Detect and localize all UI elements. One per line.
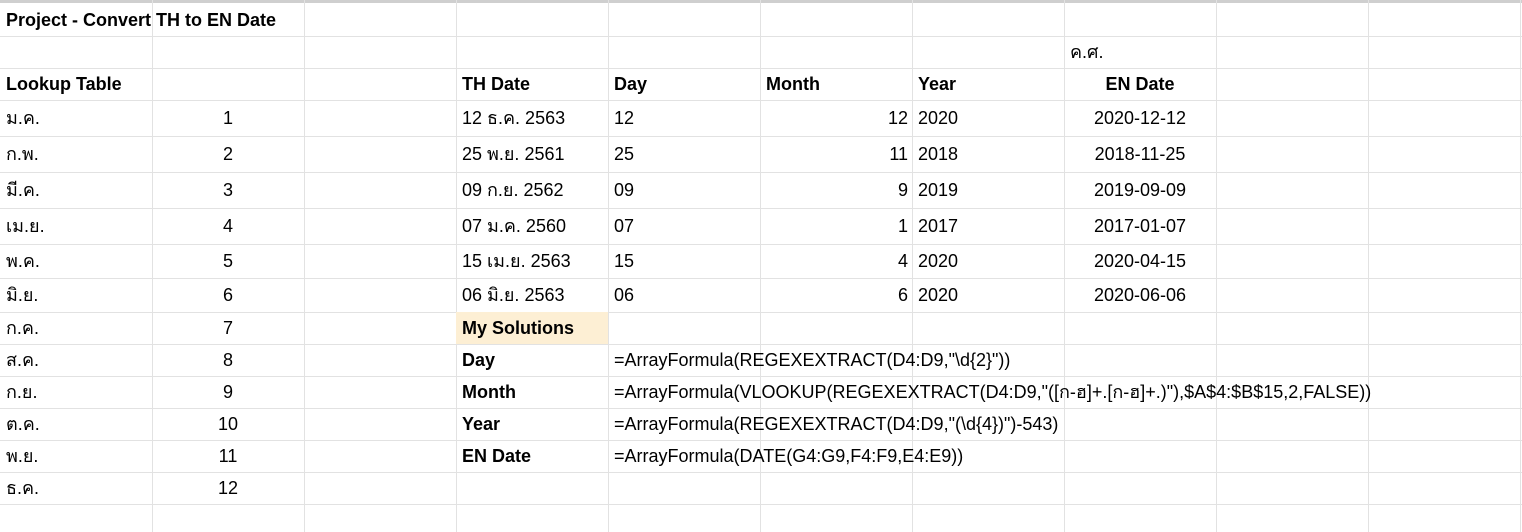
lookup-abbr[interactable]: ก.พ. (6, 144, 39, 164)
lookup-abbr[interactable]: มิ.ย. (6, 285, 39, 305)
solution-label[interactable]: Month (462, 382, 516, 402)
year-cell[interactable]: 2018 (918, 144, 959, 164)
lookup-abbr[interactable]: ธ.ค. (6, 478, 40, 498)
month-cell[interactable]: 6 (897, 285, 908, 305)
day-cell[interactable]: 09 (614, 180, 635, 200)
lookup-num[interactable]: 6 (222, 285, 233, 305)
grid-row-line (0, 36, 1522, 37)
solution-label[interactable]: Day (462, 350, 496, 370)
grid-row-line (0, 504, 1522, 505)
lookup-num[interactable]: 5 (222, 251, 233, 271)
day-cell[interactable]: 07 (614, 216, 635, 236)
grid-column-line (912, 0, 913, 532)
month-cell[interactable]: 9 (897, 180, 908, 200)
lookup-abbr[interactable]: ม.ค. (6, 108, 40, 128)
th-date-cell[interactable]: 12 ธ.ค. 2563 (462, 108, 566, 128)
lookup-num[interactable]: 10 (217, 414, 239, 434)
lookup-abbr[interactable]: มี.ค. (6, 180, 40, 200)
solution-formula[interactable]: =ArrayFormula(REGEXEXTRACT(D4:D9,"\d{2}"… (614, 350, 1011, 370)
header-day[interactable]: Day (614, 74, 648, 94)
grid-column-line (760, 0, 761, 532)
day-cell[interactable]: 25 (614, 144, 635, 164)
grid-row-line (0, 208, 1522, 209)
grid-column-line (304, 0, 305, 532)
lookup-abbr[interactable]: ต.ค. (6, 414, 40, 434)
month-cell[interactable]: 12 (887, 108, 908, 128)
solution-label[interactable]: Year (462, 414, 501, 434)
header-lookup-table[interactable]: Lookup Table (6, 74, 122, 94)
lookup-abbr[interactable]: ส.ค. (6, 350, 40, 370)
lookup-abbr[interactable]: พ.ย. (6, 446, 39, 466)
grid-row-line (0, 136, 1522, 137)
grid-row-line (0, 278, 1522, 279)
th-date-cell[interactable]: 15 เม.ย. 2563 (462, 251, 571, 271)
grid-row-line (0, 312, 1522, 313)
lookup-num[interactable]: 8 (222, 350, 233, 370)
th-date-cell[interactable]: 06 มิ.ย. 2563 (462, 285, 565, 305)
grid-column-line (1064, 0, 1065, 532)
lookup-abbr[interactable]: ก.ย. (6, 382, 38, 402)
grid-row-line (0, 376, 1522, 377)
grid-row-line (0, 472, 1522, 473)
grid-column-line (152, 0, 153, 532)
year-cell[interactable]: 2020 (918, 285, 959, 305)
grid-column-line (1520, 0, 1521, 532)
grid-row-line (0, 100, 1522, 101)
month-cell[interactable]: 11 (889, 144, 908, 164)
header-year[interactable]: Year (918, 74, 957, 94)
my-solutions-header[interactable]: My Solutions (456, 312, 608, 344)
solution-formula[interactable]: =ArrayFormula(VLOOKUP(REGEXEXTRACT(D4:D9… (614, 382, 1372, 402)
lookup-num[interactable]: 3 (222, 180, 233, 200)
grid-row-line (0, 172, 1522, 173)
th-date-cell[interactable]: 09 ก.ย. 2562 (462, 180, 564, 200)
en-date-cell[interactable]: 2017-01-07 (1093, 216, 1187, 236)
lookup-abbr[interactable]: เม.ย. (6, 216, 45, 236)
month-cell[interactable]: 1 (897, 216, 908, 236)
lookup-num[interactable]: 11 (218, 446, 238, 466)
day-cell[interactable]: 06 (614, 285, 635, 305)
year-cell[interactable]: 2017 (918, 216, 959, 236)
en-date-cell[interactable]: 2020-04-15 (1093, 251, 1187, 271)
grid-row-line (0, 344, 1522, 345)
th-date-cell[interactable]: 07 ม.ค. 2560 (462, 216, 566, 236)
lookup-num[interactable]: 4 (222, 216, 233, 236)
sheet-title[interactable]: Project - Convert TH to EN Date (6, 10, 277, 30)
day-cell[interactable]: 12 (614, 108, 635, 128)
grid-column-line (1216, 0, 1217, 532)
header-en-date[interactable]: EN Date (1105, 74, 1175, 94)
en-date-cell[interactable]: 2020-12-12 (1093, 108, 1187, 128)
day-cell[interactable]: 15 (614, 251, 635, 271)
header-th-date[interactable]: TH Date (462, 74, 531, 94)
lookup-num[interactable]: 2 (222, 144, 233, 164)
era-note[interactable]: ค.ศ. (1070, 42, 1104, 62)
solution-formula[interactable]: =ArrayFormula(DATE(G4:G9,F4:F9,E4:E9)) (614, 446, 964, 466)
month-cell[interactable]: 4 (897, 251, 908, 271)
header-month[interactable]: Month (766, 74, 820, 94)
en-date-cell[interactable]: 2019-09-09 (1093, 180, 1187, 200)
year-cell[interactable]: 2020 (918, 251, 959, 271)
lookup-num[interactable]: 1 (222, 108, 233, 128)
grid-row-line (0, 244, 1522, 245)
solution-formula[interactable]: =ArrayFormula(REGEXEXTRACT(D4:D9,"(\d{4}… (614, 414, 1059, 434)
grid-row-line (0, 68, 1522, 69)
top-border (0, 0, 1522, 3)
lookup-num[interactable]: 12 (217, 478, 239, 498)
th-date-cell[interactable]: 25 พ.ย. 2561 (462, 144, 565, 164)
grid-row-line (0, 408, 1522, 409)
lookup-abbr[interactable]: พ.ค. (6, 251, 40, 271)
solution-label[interactable]: EN Date (462, 446, 532, 466)
year-cell[interactable]: 2019 (918, 180, 959, 200)
grid-row-line (0, 440, 1522, 441)
en-date-cell[interactable]: 2018-11-25 (1094, 144, 1186, 164)
year-cell[interactable]: 2020 (918, 108, 959, 128)
en-date-cell[interactable]: 2020-06-06 (1093, 285, 1187, 305)
grid-column-line (1368, 0, 1369, 532)
lookup-abbr[interactable]: ก.ค. (6, 318, 39, 338)
lookup-num[interactable]: 7 (222, 318, 233, 338)
lookup-num[interactable]: 9 (222, 382, 233, 402)
grid-column-line (608, 0, 609, 532)
grid-column-line (456, 0, 457, 532)
